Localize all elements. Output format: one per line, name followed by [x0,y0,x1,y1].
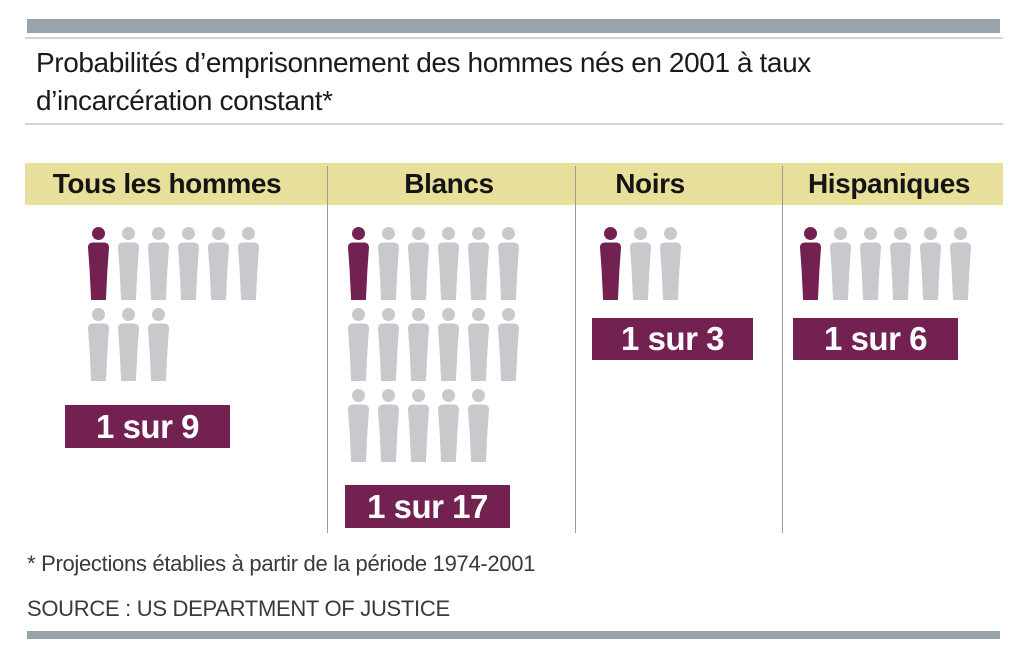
person-icon-highlighted [88,227,109,300]
page-title-line1: Probabilités d’emprisonnement des hommes… [36,47,811,78]
column-header-tous-les-hommes: Tous les hommes [52,168,282,199]
column-divider [327,166,328,533]
category-header-band [25,163,1003,205]
person-icon [408,308,429,381]
person-icon [630,227,651,300]
page-title: Probabilités d’emprisonnement des hommes… [36,44,996,120]
top-accent-bar [27,19,1000,33]
person-icon [890,227,911,300]
ratio-badge-tous-les-hommes: 1 sur 9 [65,405,230,448]
person-icon [468,389,489,462]
title-divider-rule [25,123,1003,125]
person-icon-highlighted [348,227,369,300]
page-title-line2: d’incarcération constant* [36,85,333,116]
person-icon [408,389,429,462]
person-icon [950,227,971,300]
person-icon [860,227,881,300]
person-icon [378,389,399,462]
ratio-badge-noirs: 1 sur 3 [592,318,753,360]
person-icon [660,227,681,300]
person-icon [378,227,399,300]
person-icon [148,227,169,300]
person-icon-highlighted [600,227,621,300]
person-icon [88,308,109,381]
person-icon-highlighted [800,227,821,300]
person-icon [438,389,459,462]
column-divider [575,166,576,533]
person-icon [178,227,199,300]
column-header-blancs: Blancs [404,168,494,199]
person-icon [348,389,369,462]
person-icon [468,227,489,300]
footnote: * Projections établies à partir de la pé… [27,551,536,576]
person-icon [438,308,459,381]
bottom-accent-bar [27,631,1000,639]
person-icon [148,308,169,381]
person-icon [348,308,369,381]
person-icon [208,227,229,300]
person-icon [378,308,399,381]
ratio-badge-hispaniques: 1 sur 6 [793,318,958,360]
person-icon [408,227,429,300]
person-icon [498,308,519,381]
ratio-badge-blancs: 1 sur 17 [345,485,510,528]
person-icon [468,308,489,381]
person-icon [238,227,259,300]
column-divider [782,166,783,533]
person-icon [830,227,851,300]
person-icon [498,227,519,300]
source-credit: SOURCE : US DEPARTMENT OF JUSTICE [27,596,450,621]
person-icon [118,308,139,381]
column-header-noirs: Noirs [615,168,685,199]
person-icon [118,227,139,300]
person-icon [438,227,459,300]
column-header-hispaniques: Hispaniques [807,168,971,199]
top-thin-rule [25,37,1003,39]
person-icon [920,227,941,300]
